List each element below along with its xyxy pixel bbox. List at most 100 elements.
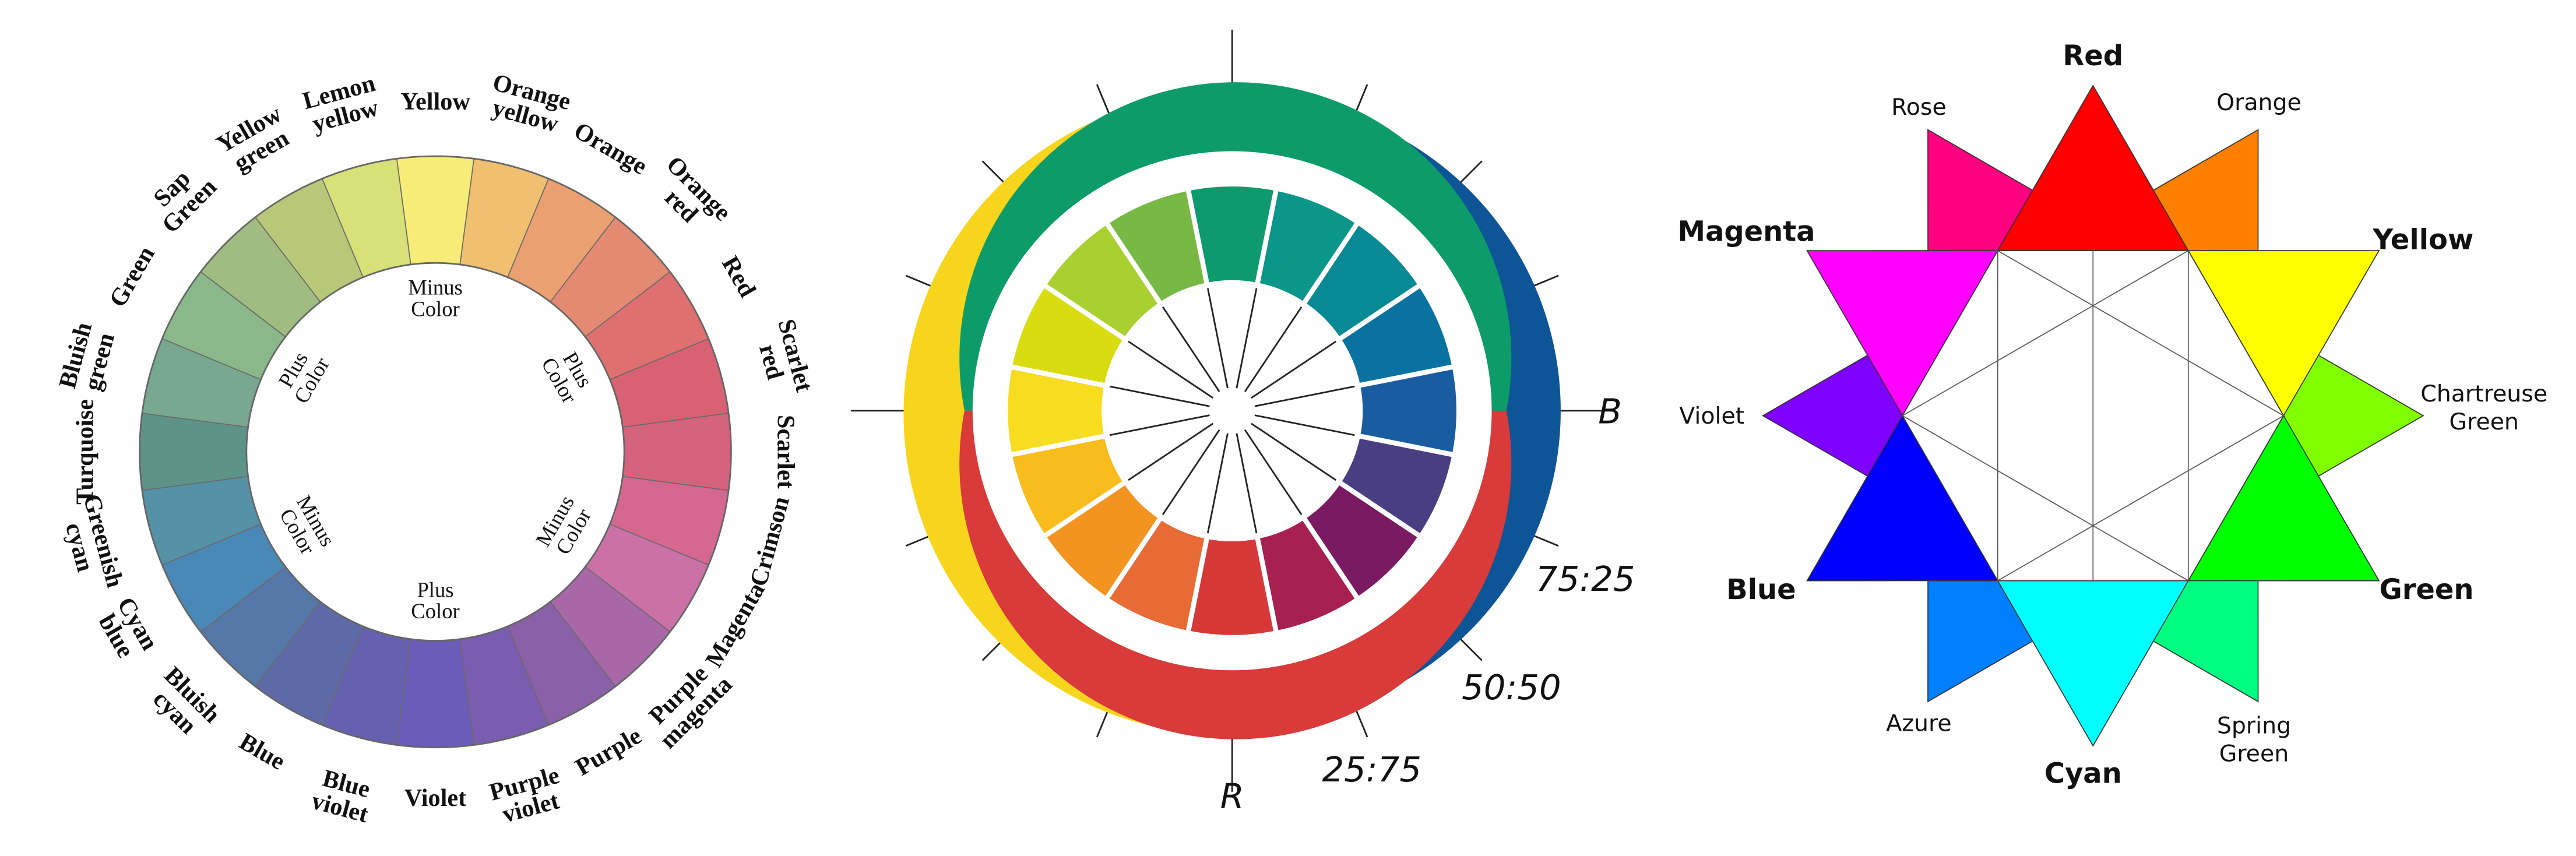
spoke — [1206, 433, 1229, 534]
color-label: Yellow — [2372, 224, 2473, 256]
segment-label: Purple — [571, 722, 646, 781]
color-label: Blue — [1726, 574, 1796, 606]
ratio-label: R — [1220, 776, 1244, 816]
color-label-line: Red — [2063, 40, 2123, 72]
spoke — [1162, 429, 1220, 515]
segment-label-line: Purple — [571, 722, 646, 781]
segment-label: Green — [104, 241, 160, 311]
segment-label: Cyanblue — [90, 593, 163, 667]
color-label: Magenta — [1677, 216, 1815, 248]
segment-label: Lemonyellow — [300, 69, 385, 139]
segment-label-line: Green — [104, 241, 160, 311]
segment-label-line: Violet — [404, 784, 466, 812]
segment-label: Crimson — [745, 494, 795, 589]
inner-label: MinusColor — [531, 491, 597, 561]
spoke — [1109, 385, 1210, 407]
segment-label: Orangered — [644, 150, 737, 243]
spoke — [1251, 422, 1337, 481]
spoke — [1244, 306, 1303, 392]
spoke — [1162, 306, 1220, 392]
inner-label: PlusColor — [537, 343, 600, 407]
inner-label-line: Minus — [408, 276, 463, 300]
segment-label: SapGreen — [139, 156, 222, 238]
ratio-label: 75:25 — [1536, 559, 1635, 599]
inner-triangle — [1997, 249, 2285, 582]
segment-label: Bluishcyan — [142, 661, 226, 746]
segment-label-line: Red — [716, 251, 761, 302]
tick — [1458, 160, 1483, 185]
color-label: Chartreuse Green — [2420, 381, 2547, 435]
triangle — [1997, 84, 2190, 252]
ratio-label: 50:50 — [1462, 667, 1561, 707]
color-label-line: Violet — [1679, 403, 1744, 429]
ratio-label: 25:75 — [1322, 749, 1421, 790]
spoke — [1251, 340, 1337, 399]
segment-label: Yellowgreen — [212, 100, 299, 179]
wheel-outline — [139, 155, 732, 749]
spoke — [1128, 340, 1214, 399]
color-label-line: Green — [2379, 574, 2473, 606]
segment-label-line: Scarlet — [772, 415, 800, 489]
segment-label: Bluishgreen — [54, 319, 121, 397]
tick — [1354, 84, 1368, 115]
color-label-line: Blue — [1726, 574, 1796, 606]
color-label-line: Chartreuse — [2420, 381, 2547, 407]
triangle — [1997, 580, 2190, 747]
tick — [1458, 636, 1483, 661]
spoke — [1128, 422, 1214, 481]
spoke — [1254, 414, 1355, 436]
color-label-line: Green — [2449, 408, 2518, 435]
segment-label-line: Yellow — [400, 87, 470, 115]
color-label: Violet — [1679, 403, 1744, 429]
inner-label: MinusColor — [273, 491, 340, 561]
color-label: Cyan — [2044, 758, 2122, 790]
color-label-line: Cyan — [2044, 758, 2122, 790]
color-label-line: Yellow — [2372, 224, 2473, 256]
segment-label: Blueviolet — [309, 763, 378, 828]
segment-label-line: Magenta — [700, 577, 770, 672]
color-label-line: Spring — [2217, 712, 2291, 739]
color-label: Red — [2063, 40, 2123, 72]
center-white — [1107, 286, 1357, 536]
segment-label: Greenishcyan — [54, 491, 129, 597]
segment-label-line: Orange — [569, 117, 652, 180]
color-label-line: Magenta — [1677, 216, 1815, 248]
color-label: Azure — [1886, 710, 1951, 737]
segment-label: Turquoise — [71, 399, 98, 505]
segment-label: Violet — [404, 784, 466, 812]
segment-label: Scarlet — [772, 415, 800, 489]
tick — [1354, 706, 1368, 738]
ratio-label: B — [1598, 392, 1622, 432]
segment-label-line: Blue — [235, 728, 290, 776]
segment-label: Magenta — [700, 577, 770, 672]
segment-label: Red — [716, 251, 761, 302]
segment-label: Scarletred — [749, 316, 818, 401]
spoke — [1244, 429, 1303, 515]
inner-label-line: Color — [411, 599, 459, 623]
inner-label-line: Color — [411, 297, 459, 321]
color-label: Orange — [2216, 89, 2301, 115]
spoke — [1206, 288, 1229, 389]
inner-triangle — [1901, 249, 2189, 582]
segment-label-line: Turquoise — [71, 399, 98, 505]
color-label: Rose — [1891, 94, 1947, 121]
tick — [1096, 84, 1111, 115]
segment-label-line: Crimson — [745, 494, 795, 589]
tick — [981, 160, 1007, 185]
segment-label: Yellow — [400, 87, 470, 115]
color-label: Spring Green — [2217, 712, 2291, 767]
inner-label-line: Plus — [417, 578, 453, 602]
spoke — [1236, 433, 1258, 534]
wheel-segment — [1103, 185, 1210, 308]
wheel-inner-outline — [245, 262, 625, 642]
color-label-line: Orange — [2216, 89, 2301, 115]
spoke — [1236, 288, 1258, 389]
segment-label: Purpleviolet — [487, 761, 569, 830]
inner-label: PlusColor — [270, 343, 334, 407]
spoke — [1109, 414, 1210, 436]
color-label-line: Green — [2219, 740, 2289, 767]
